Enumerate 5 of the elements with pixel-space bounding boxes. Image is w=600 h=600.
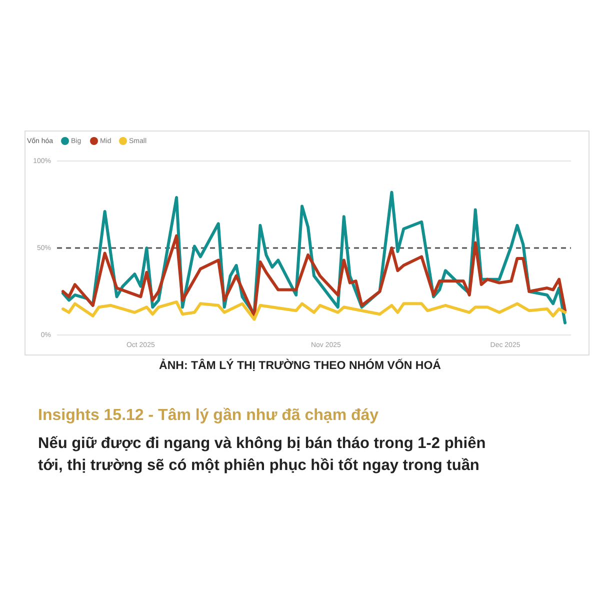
- line-series: [61, 300, 567, 321]
- text: ẢNH: TÂM LÝ THỊ TRƯỜNG THEO NHÓM VỐN HOÁ: [159, 358, 441, 372]
- text: Insights 15.12 - Tâm lý gần như đã chạm đáy: [38, 407, 379, 424]
- text: Nếu giữ được đi ngang và không bị bán tháo trong 1-2 phiên tới, thị trường sẽ có một phiên phục hồi tốt ngay trong tuần: [38, 435, 486, 474]
- line-series: [61, 234, 567, 318]
